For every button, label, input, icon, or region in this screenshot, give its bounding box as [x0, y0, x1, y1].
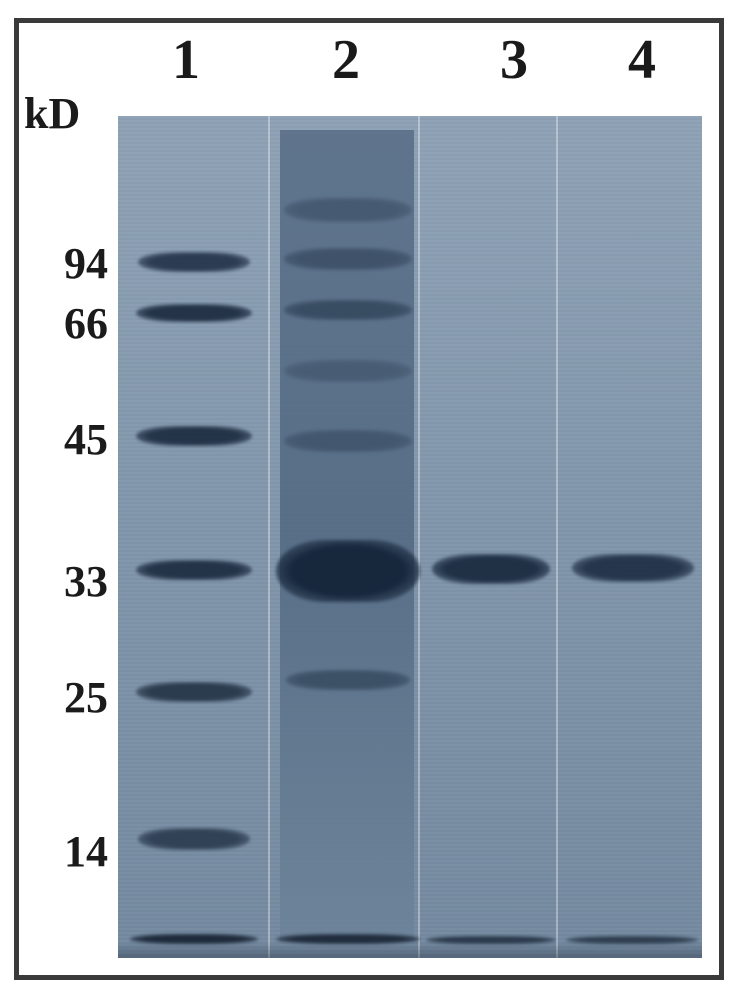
- lane-label: 2: [332, 28, 360, 92]
- gel-band: [286, 670, 410, 690]
- gel-image: [118, 116, 702, 958]
- lane-separator: [556, 116, 558, 958]
- lane-label: 4: [628, 28, 656, 92]
- mw-label: 45: [0, 414, 108, 465]
- gel-band: [138, 252, 250, 272]
- gel-band: [284, 198, 412, 222]
- lane-separator: [418, 116, 420, 958]
- gel-bottom-edge: [118, 942, 702, 958]
- gel-band: [138, 828, 250, 850]
- unit-label: kD: [24, 88, 80, 139]
- gel-band: [136, 682, 252, 702]
- gel-band: [284, 300, 412, 320]
- gel-band: [136, 426, 252, 446]
- gel-band: [136, 304, 252, 322]
- mw-label: 94: [0, 238, 108, 289]
- mw-label: 25: [0, 672, 108, 723]
- gel-band: [284, 360, 412, 382]
- lane-separator: [268, 116, 270, 958]
- gel-band: [572, 554, 694, 582]
- lane-label: 3: [500, 28, 528, 92]
- gel-band: [284, 248, 412, 270]
- lane-label: 1: [172, 28, 200, 92]
- gel-band: [276, 540, 420, 602]
- gel-band: [136, 560, 252, 580]
- gel-band: [432, 554, 550, 584]
- mw-label: 33: [0, 556, 108, 607]
- mw-label: 66: [0, 298, 108, 349]
- gel-band: [284, 430, 412, 452]
- mw-label: 14: [0, 826, 108, 877]
